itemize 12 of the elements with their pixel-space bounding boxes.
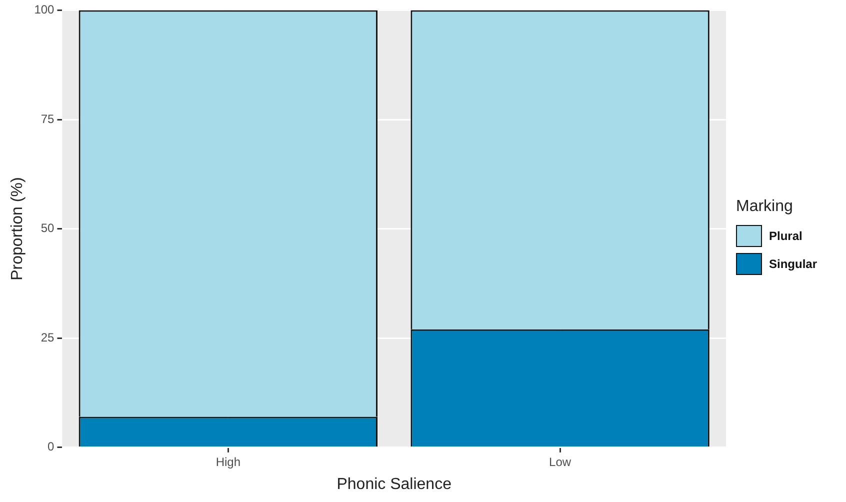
y-tick-label: 25: [40, 330, 55, 344]
x-tick-label: Low: [549, 454, 572, 469]
x-tick-label: High: [216, 454, 241, 469]
y-tick-label: 75: [40, 112, 55, 126]
y-tick-label: 0: [48, 440, 55, 454]
y-tick-label: 50: [40, 221, 55, 236]
y-axis-title: Proportion (%): [9, 177, 26, 280]
y-tick-label: 100: [34, 2, 55, 17]
text: Plural: [769, 229, 802, 243]
legend-label: Singular: [769, 257, 818, 271]
legend-title: Marking: [736, 198, 794, 216]
x-axis-title: Phonic Salience: [336, 476, 452, 493]
